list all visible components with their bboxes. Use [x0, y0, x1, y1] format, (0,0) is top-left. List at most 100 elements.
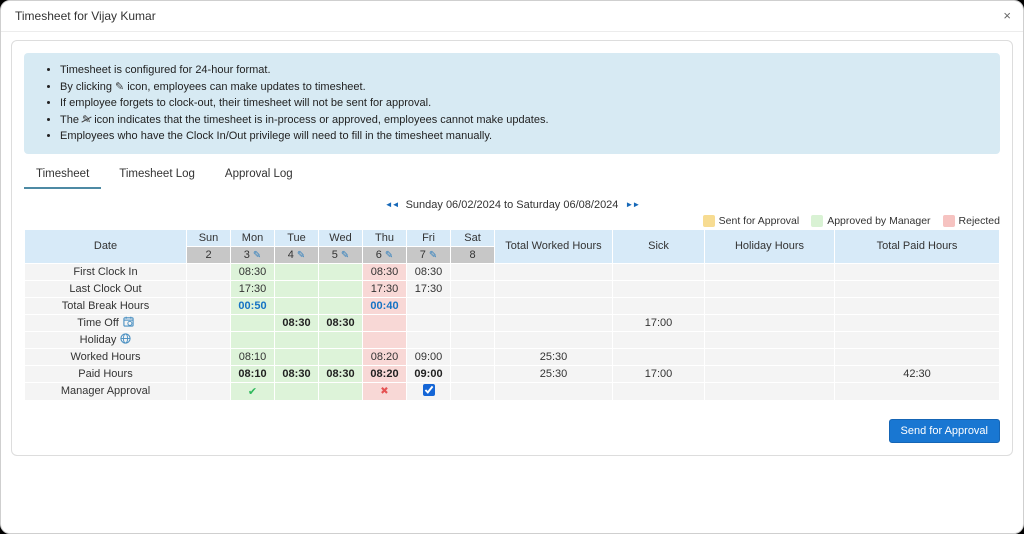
- cell: 08:20: [362, 364, 407, 383]
- approved-check-icon: ✔: [247, 385, 258, 398]
- break-hours-link[interactable]: 00:40: [362, 296, 407, 315]
- cell: 09:00: [406, 364, 451, 383]
- info-note: Employees who have the Clock In/Out priv…: [60, 128, 986, 145]
- approved-by-manager-swatch: [811, 214, 824, 227]
- cell: [318, 347, 363, 366]
- date-column-header: Date: [24, 228, 187, 264]
- cell: [186, 296, 231, 315]
- info-note: By clicking✎icon, employees can make upd…: [60, 79, 986, 96]
- cell: [318, 262, 363, 281]
- cell: [274, 381, 319, 401]
- cell: [318, 381, 363, 401]
- cell: [494, 381, 613, 401]
- holiday-hours-header: Holiday Hours: [704, 228, 835, 264]
- cell: [494, 262, 613, 281]
- tab-bar: Timesheet Timesheet Log Approval Log: [24, 162, 1000, 189]
- send-for-approval-button[interactable]: Send for Approval: [888, 418, 1000, 443]
- day-number-fri: 7 ✎: [406, 245, 451, 264]
- edit-day-icon[interactable]: ✎: [252, 249, 262, 261]
- cell: [186, 279, 231, 298]
- total-worked-hours-header: Total Worked Hours: [494, 228, 613, 264]
- footer-actions: Send for Approval: [24, 418, 1000, 443]
- cell: 08:20: [362, 347, 407, 366]
- cell: [362, 313, 407, 332]
- cell: 08:30: [362, 262, 407, 281]
- cell: [186, 330, 231, 349]
- row-time-off: Time Off 08:30 08:30 17:00: [24, 313, 1000, 332]
- info-box: Timesheet is configured for 24-hour form…: [24, 53, 1000, 154]
- cell: [494, 313, 613, 332]
- day-number-sat: 8: [450, 245, 495, 264]
- row-paid-hours: Paid Hours 08:10 08:30 08:30 08:20 09:00…: [24, 364, 1000, 383]
- cell: [406, 330, 451, 349]
- cell: [274, 330, 319, 349]
- cell: 17:30: [362, 279, 407, 298]
- row-first-clock-in: First Clock In 08:30 08:30 08:30: [24, 262, 1000, 281]
- cell: [612, 262, 705, 281]
- day-number-sun: 2: [186, 245, 231, 264]
- cell: [834, 313, 1000, 332]
- day-number-wed: 5 ✎: [318, 245, 363, 264]
- info-note: If employee forgets to clock-out, their …: [60, 95, 986, 112]
- cell: 08:10: [230, 364, 275, 383]
- timesheet-table: Date Sun Mon Tue Wed Thu Fri Sat Total W…: [24, 228, 1000, 401]
- tab-timesheet-log[interactable]: Timesheet Log: [107, 162, 207, 189]
- edit-day-icon[interactable]: ✎: [428, 249, 438, 261]
- cell: [186, 262, 231, 281]
- edit-day-icon[interactable]: ✎: [296, 249, 306, 261]
- row-manager-approval: Manager Approval ✔ ✖: [24, 381, 1000, 401]
- tab-timesheet[interactable]: Timesheet: [24, 162, 102, 189]
- next-week-icon[interactable]: ►►: [625, 200, 640, 209]
- row-label: First Clock In: [24, 262, 187, 281]
- cell: [450, 262, 495, 281]
- cell: [186, 313, 231, 332]
- day-header-tue: Tue: [274, 228, 319, 247]
- cell: [450, 279, 495, 298]
- cell: [834, 279, 1000, 298]
- cell: [834, 262, 1000, 281]
- cell: [318, 330, 363, 349]
- row-holiday: Holiday: [24, 330, 1000, 349]
- edit-day-icon[interactable]: ✎: [384, 249, 394, 261]
- info-note: Timesheet is configured for 24-hour form…: [60, 62, 986, 79]
- close-icon[interactable]: ×: [1003, 8, 1011, 23]
- cell: [406, 313, 451, 332]
- week-range-label: Sunday 06/02/2024 to Saturday 06/08/2024: [405, 198, 619, 211]
- cell: [450, 364, 495, 383]
- tab-approval-log[interactable]: Approval Log: [213, 162, 305, 189]
- cell: 25:30: [494, 364, 613, 383]
- info-notes-list: Timesheet is configured for 24-hour form…: [60, 62, 986, 145]
- cell: [230, 330, 275, 349]
- day-header-sun: Sun: [186, 228, 231, 247]
- cell: 08:30: [318, 364, 363, 383]
- cell: [612, 330, 705, 349]
- legend-approved-by-manager: Approved by Manager: [811, 214, 931, 227]
- cell: [230, 313, 275, 332]
- break-hours-link[interactable]: 00:50: [230, 296, 275, 315]
- cell: [186, 364, 231, 383]
- cell: [834, 381, 1000, 401]
- cell: 42:30: [834, 364, 1000, 383]
- cell: 08:30: [274, 364, 319, 383]
- row-label: Time Off: [24, 313, 187, 332]
- approval-checkbox[interactable]: [422, 383, 435, 396]
- previous-week-icon[interactable]: ◄◄: [384, 200, 400, 209]
- cell: [274, 296, 319, 315]
- sick-header: Sick: [612, 228, 705, 264]
- day-header-sat: Sat: [450, 228, 495, 247]
- day-number-header-row: 2 3 ✎ 4 ✎ 5 ✎ 6 ✎ 7 ✎ 8: [25, 245, 1000, 264]
- cell: [704, 313, 835, 332]
- week-navigation: ◄◄ Sunday 06/02/2024 to Saturday 06/08/2…: [24, 199, 1000, 211]
- cell: 17:30: [230, 279, 275, 298]
- cell: [704, 381, 835, 401]
- cell: 17:00: [612, 313, 705, 332]
- cell: [612, 279, 705, 298]
- edit-disabled-icon: ✎: [82, 112, 91, 129]
- day-number-thu: 6 ✎: [362, 245, 407, 264]
- day-name-header-row: Date Sun Mon Tue Wed Thu Fri Sat Total W…: [24, 228, 1000, 264]
- cell: 17:30: [406, 279, 451, 298]
- cell: 08:10: [230, 347, 275, 366]
- edit-day-icon[interactable]: ✎: [340, 249, 350, 261]
- row-label: Last Clock Out: [24, 279, 187, 298]
